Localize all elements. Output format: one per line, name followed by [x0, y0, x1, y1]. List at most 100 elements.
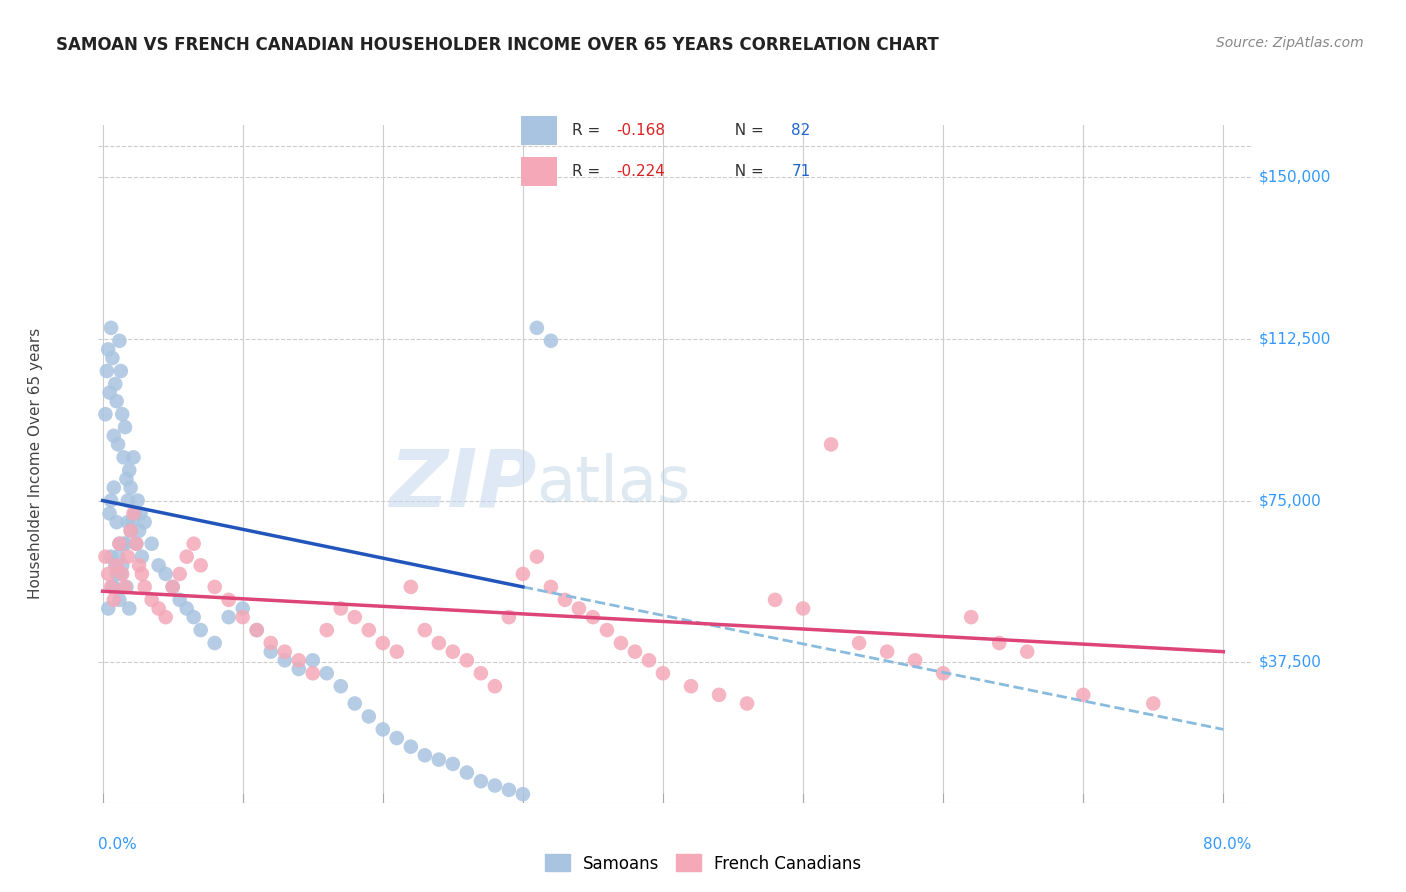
Point [115, 472, 138, 486]
Point [246, 623, 269, 637]
Point [176, 601, 198, 615]
Point [301, 666, 323, 681]
Point [610, 636, 633, 650]
Point [904, 653, 927, 667]
Point [679, 679, 702, 693]
Point [484, 679, 506, 693]
Point [141, 537, 163, 551]
Point [121, 515, 143, 529]
Point [107, 437, 129, 451]
Point [124, 507, 146, 521]
Point [301, 653, 323, 667]
FancyBboxPatch shape [520, 116, 557, 145]
Point [141, 592, 163, 607]
Text: $37,500: $37,500 [1258, 655, 1322, 670]
Point [103, 429, 125, 443]
Point [357, 623, 380, 637]
Point [638, 653, 661, 667]
Point [568, 601, 591, 615]
Text: N =: N = [725, 123, 769, 137]
Text: 71: 71 [792, 164, 810, 178]
Point [120, 524, 142, 538]
Point [315, 666, 337, 681]
Point [183, 537, 205, 551]
Point [371, 636, 394, 650]
Point [652, 666, 675, 681]
Point [108, 334, 131, 348]
Text: Householder Income Over 65 years: Householder Income Over 65 years [28, 328, 42, 599]
Text: 82: 82 [792, 123, 810, 137]
Point [371, 723, 394, 737]
Text: 0.0%: 0.0% [98, 838, 138, 853]
Point [456, 765, 478, 780]
Point [232, 610, 254, 624]
Point [103, 592, 125, 607]
Point [108, 537, 131, 551]
Point [131, 549, 153, 564]
Point [97, 566, 120, 581]
Point [105, 515, 128, 529]
Point [155, 610, 177, 624]
Point [111, 566, 134, 581]
Point [470, 774, 492, 789]
Point [1142, 697, 1164, 711]
Point [441, 645, 464, 659]
Point [97, 601, 120, 615]
Point [498, 610, 520, 624]
Point [148, 558, 170, 573]
Point [582, 610, 605, 624]
Point [134, 515, 156, 529]
Point [111, 407, 134, 421]
Point [107, 549, 129, 564]
Text: R =: R = [572, 123, 605, 137]
Text: SAMOAN VS FRENCH CANADIAN HOUSEHOLDER INCOME OVER 65 YEARS CORRELATION CHART: SAMOAN VS FRENCH CANADIAN HOUSEHOLDER IN… [56, 36, 939, 54]
Point [100, 580, 122, 594]
Point [792, 601, 814, 615]
Point [315, 623, 337, 637]
Point [120, 481, 142, 495]
Text: N =: N = [725, 164, 769, 178]
Text: -0.224: -0.224 [616, 164, 665, 178]
Point [100, 549, 122, 564]
Point [162, 580, 184, 594]
Point [127, 493, 149, 508]
Point [115, 580, 138, 594]
Point [218, 592, 240, 607]
Point [456, 653, 478, 667]
Point [329, 601, 352, 615]
Point [108, 592, 131, 607]
Point [260, 645, 283, 659]
Point [101, 351, 124, 365]
Point [122, 450, 145, 465]
Point [204, 636, 226, 650]
Point [108, 537, 131, 551]
Point [105, 558, 128, 573]
Point [343, 697, 366, 711]
Point [103, 481, 125, 495]
Point [110, 364, 132, 378]
Point [100, 493, 122, 508]
Point [385, 731, 408, 745]
Point [104, 558, 127, 573]
Point [484, 779, 506, 793]
Point [117, 549, 139, 564]
Point [763, 592, 786, 607]
Point [129, 507, 152, 521]
Point [162, 580, 184, 594]
Point [176, 549, 198, 564]
Point [427, 636, 450, 650]
Point [111, 558, 134, 573]
Point [122, 507, 145, 521]
Point [1017, 645, 1039, 659]
Point [498, 782, 520, 797]
Point [110, 566, 132, 581]
Point [103, 580, 125, 594]
Point [988, 636, 1011, 650]
Point [169, 592, 191, 607]
Point [329, 679, 352, 693]
Point [117, 493, 139, 508]
Point [399, 739, 422, 754]
Point [707, 688, 730, 702]
Point [413, 748, 436, 763]
Point [97, 343, 120, 357]
